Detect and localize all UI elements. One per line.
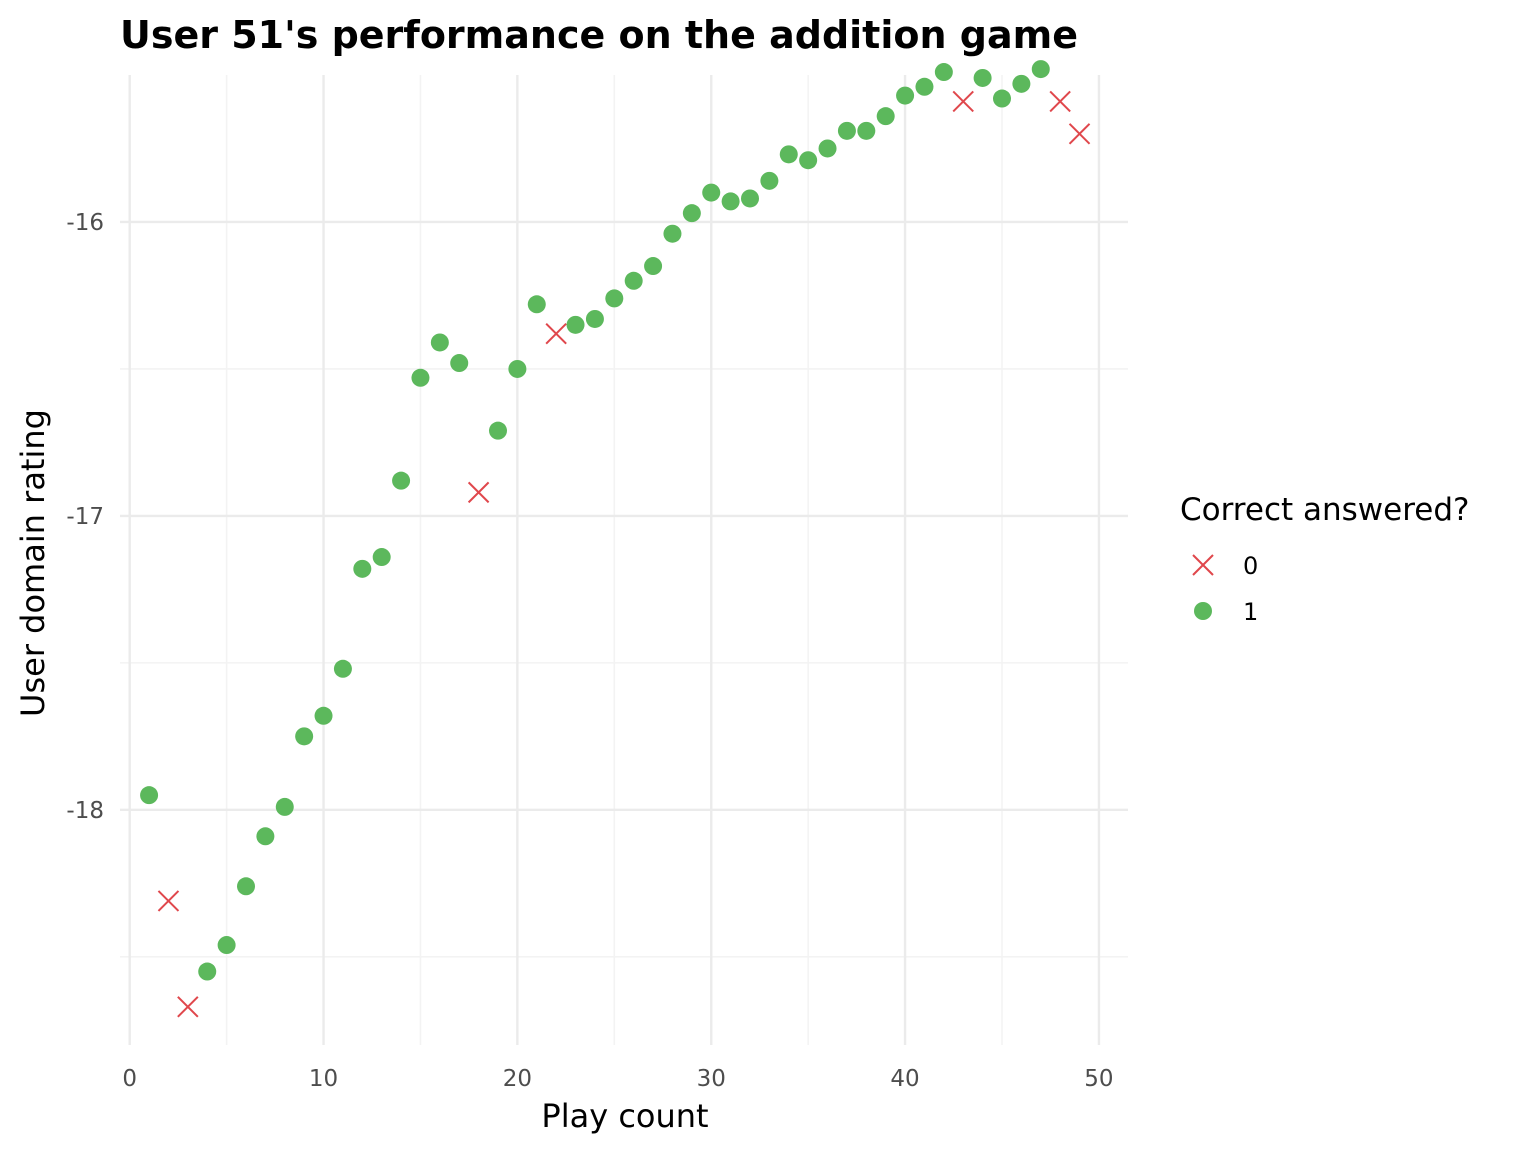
legend-title: Correct answered?: [1180, 492, 1470, 528]
x-tick-label: 10: [309, 1066, 338, 1092]
correct-answer-point: [837, 121, 856, 140]
correct-answer-point: [372, 548, 391, 567]
correct-answer-point: [934, 63, 953, 82]
correct-answer-point: [411, 368, 430, 387]
correct-answer-point: [1031, 60, 1050, 79]
correct-answer-point: [915, 77, 934, 96]
correct-answer-point: [353, 559, 372, 578]
correct-answer-point: [896, 86, 915, 105]
y-tick-label: -18: [66, 798, 104, 824]
correct-answer-point: [198, 962, 217, 981]
correct-answer-point: [760, 171, 779, 190]
legend-label: 0: [1243, 552, 1258, 580]
correct-answer-point: [256, 827, 275, 846]
correct-answer-point: [663, 224, 682, 243]
incorrect-answer-point: [952, 90, 974, 113]
correct-answer-point: [450, 354, 469, 373]
incorrect-answer-point: [1049, 90, 1071, 113]
correct-answer-point: [799, 151, 818, 170]
correct-answer-point: [857, 121, 876, 140]
correct-answer-point: [508, 359, 527, 378]
correct-answer-point: [779, 145, 798, 164]
y-axis-ticks: -18 -17 -16: [66, 210, 104, 824]
correct-answer-point: [237, 877, 255, 896]
correct-answer-point: [140, 786, 159, 805]
plot-area: [120, 60, 1128, 1045]
data-points: [140, 60, 1091, 1018]
incorrect-answer-point: [545, 322, 567, 345]
x-axis-ticks: 0 10 20 30 40 50: [122, 1066, 1113, 1092]
y-tick-label: -17: [66, 504, 104, 530]
correct-answer-point: [973, 68, 992, 87]
correct-answer-point: [392, 471, 411, 490]
correct-answer-point: [314, 706, 333, 725]
correct-answer-point: [605, 289, 624, 308]
correct-answer-point: [702, 183, 721, 202]
incorrect-answer-point: [1068, 123, 1091, 145]
correct-answer-point: [566, 315, 585, 334]
chart-title: User 51's performance on the addition ga…: [120, 13, 1078, 57]
correct-answer-point: [721, 192, 740, 211]
x-tick-label: 0: [122, 1066, 137, 1092]
correct-answer-point: [430, 333, 449, 352]
correct-answer-point: [876, 107, 895, 126]
correct-answer-point: [682, 204, 701, 223]
x-tick-label: 20: [503, 1066, 532, 1092]
x-tick-label: 40: [890, 1066, 919, 1092]
correct-answer-point: [1012, 74, 1031, 93]
legend-entries: 01: [1192, 552, 1258, 626]
incorrect-answer-point: [467, 481, 490, 504]
correct-answer-point: [333, 659, 352, 678]
correct-answer-point: [624, 271, 643, 290]
x-tick-label: 30: [697, 1066, 726, 1092]
correct-answer-point: [489, 421, 507, 440]
legend: Correct answered? 01: [1180, 492, 1470, 626]
correct-answer-point: [275, 797, 294, 816]
incorrect-answer-point: [157, 890, 180, 912]
x-axis-title: Play count: [541, 1097, 708, 1135]
correct-answer-point: [217, 936, 236, 955]
incorrect-answer-point: [177, 996, 199, 1018]
legend-key-circle-icon: [1194, 602, 1212, 620]
correct-answer-point: [818, 139, 837, 158]
correct-answer-point: [527, 295, 546, 314]
y-tick-label: -16: [66, 210, 104, 236]
grid-lines: [120, 75, 1128, 1045]
legend-label: 1: [1243, 598, 1258, 626]
correct-answer-point: [585, 309, 604, 328]
x-tick-label: 50: [1084, 1066, 1113, 1092]
y-axis-title: User domain rating: [14, 409, 52, 717]
correct-answer-point: [644, 257, 663, 276]
correct-answer-point: [741, 189, 759, 208]
correct-answer-point: [295, 727, 314, 746]
correct-answer-point: [993, 89, 1011, 108]
legend-key-x-icon: [1192, 554, 1214, 576]
